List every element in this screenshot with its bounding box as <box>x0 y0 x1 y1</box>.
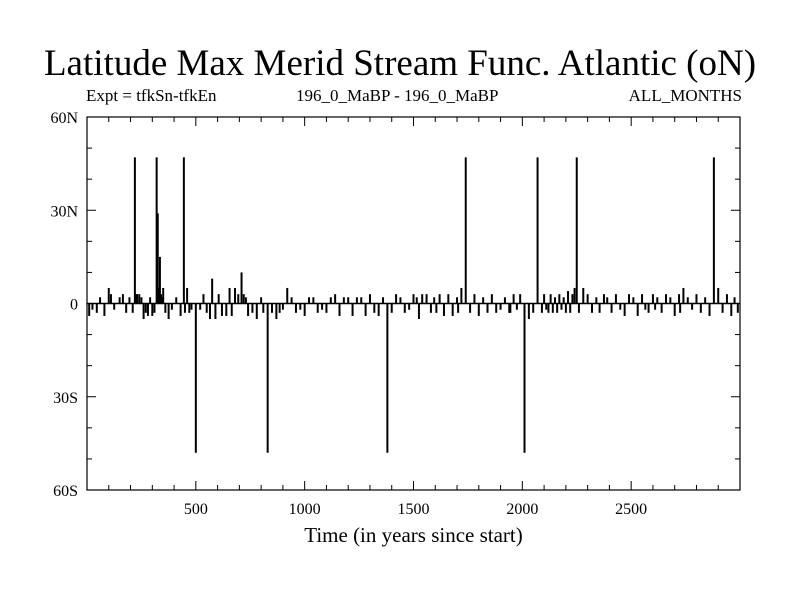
x-tick-label: 1500 <box>398 501 430 518</box>
experiment-label: Expt = tfkSn-tfkEn <box>86 86 217 105</box>
x-tick-label: 2500 <box>615 501 647 518</box>
x-axis-label: Time (in years since start) <box>304 523 523 547</box>
y-tick-label: 30S <box>53 390 78 407</box>
y-tick-label: 30N <box>50 203 78 220</box>
x-tick-label: 2000 <box>506 501 538 518</box>
run-range-label: 196_0_MaBP - 196_0_MaBP <box>296 86 499 105</box>
x-tick-label: 1000 <box>289 501 321 518</box>
y-tick-label: 0 <box>70 297 78 314</box>
y-tick-label: 60N <box>50 110 78 127</box>
y-tick-label: 60S <box>53 483 78 500</box>
chart-title: Latitude Max Merid Stream Func. Atlantic… <box>43 43 757 84</box>
x-tick-label: 500 <box>184 501 208 518</box>
months-label: ALL_MONTHS <box>628 86 742 105</box>
